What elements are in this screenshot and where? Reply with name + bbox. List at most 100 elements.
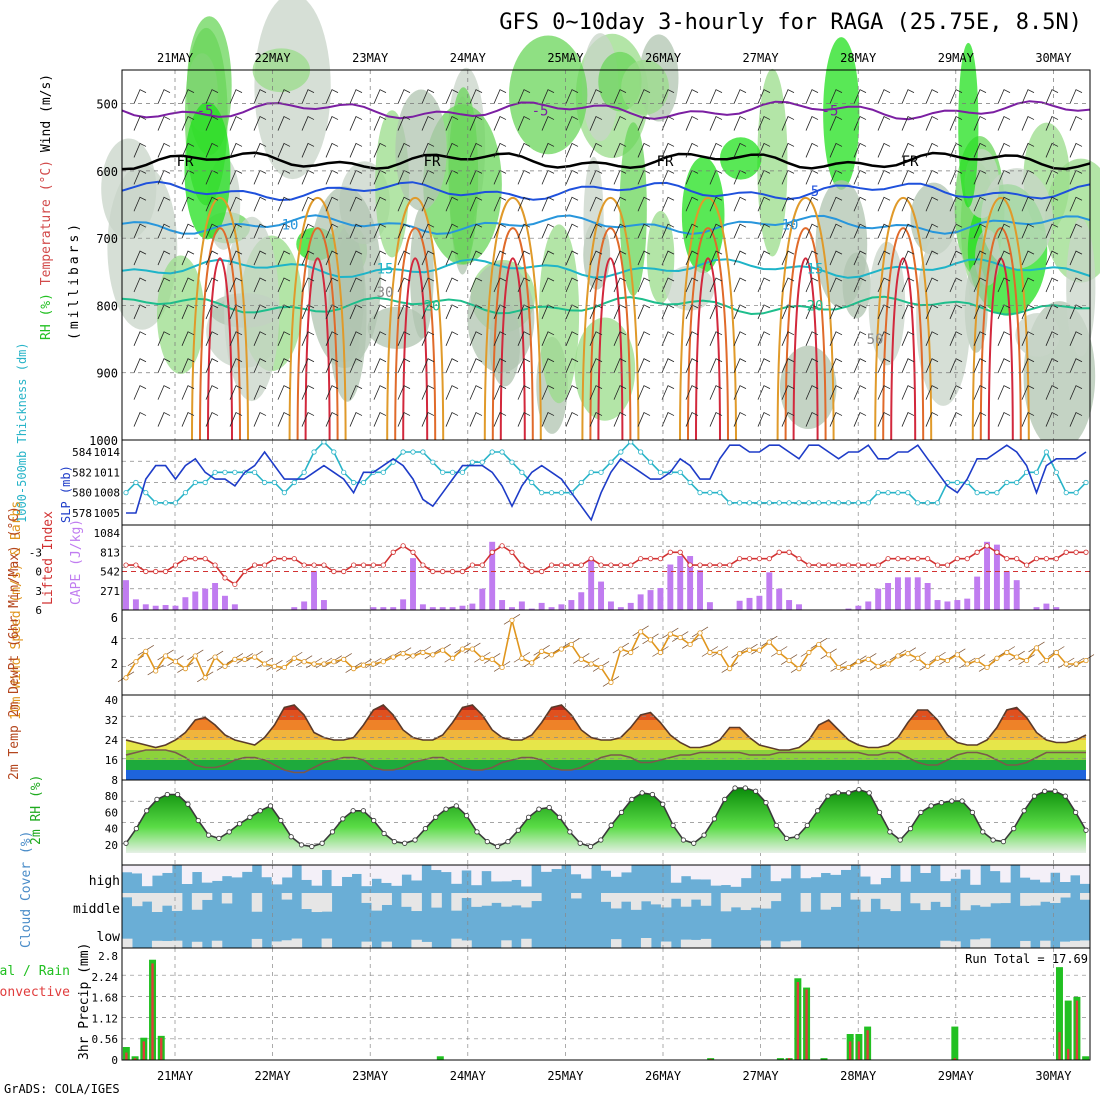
wind-barb [565, 142, 579, 158]
lifted-ylabel: Lifted Index [41, 511, 56, 605]
cloud-mid-gap [920, 893, 931, 911]
wind-barb [325, 385, 339, 400]
cloud-low-gap [980, 938, 991, 948]
cloud-mid-gap [321, 893, 333, 912]
wind-barb [277, 411, 291, 427]
rh-point [587, 843, 594, 850]
cape-bar [172, 605, 179, 610]
thickness-ylabel: 1000-500mb Thickness (dm) [15, 342, 29, 523]
surface-isotherm [499, 257, 526, 441]
x-tick-label-bottom: 25MAY [547, 1069, 584, 1083]
wind-barb [325, 196, 339, 212]
rh-area [184, 102, 231, 240]
slp-ylabel: SLP (mb) [59, 465, 73, 523]
wind-speed-point [608, 679, 614, 686]
cape-bar [974, 576, 981, 610]
wind-speed-point [964, 661, 970, 667]
thickness-point [271, 479, 278, 486]
thickness-point [400, 449, 406, 455]
wind-barb [517, 411, 531, 427]
wind-barb [661, 304, 675, 320]
cloud-high-gap [1070, 865, 1081, 876]
wind-barb [565, 277, 579, 293]
wind-barb [613, 277, 627, 293]
wind-barb [493, 250, 507, 266]
thickness-point [974, 490, 980, 496]
wind-barb [589, 304, 603, 320]
rh-point [371, 817, 377, 824]
wind-barb [445, 250, 459, 266]
lifted-index-point [321, 562, 327, 568]
wind-barb [541, 385, 555, 400]
lifted-index-point [578, 562, 584, 568]
wind-speed-point [1043, 657, 1050, 664]
rh-point [722, 796, 728, 802]
wind-barb [133, 411, 147, 427]
wind-barb [421, 411, 435, 427]
y-tick-label: 3 [35, 585, 42, 598]
thickness-point [816, 500, 822, 506]
wind-barb [445, 331, 459, 346]
wind-barb [445, 358, 459, 373]
contour-label: 5 [811, 184, 819, 200]
rh-point [1000, 839, 1007, 845]
rh-point [525, 814, 532, 820]
wind-barb [157, 331, 171, 346]
lifted-index-point [776, 549, 782, 555]
cape-bar [904, 577, 911, 610]
thickness-point [657, 469, 664, 475]
cape-bar [954, 600, 961, 610]
wind-barb [493, 169, 507, 185]
wind-barb [565, 358, 579, 373]
wind-barb [157, 358, 171, 373]
lifted-index-point [628, 562, 634, 568]
wind-barb [637, 142, 651, 158]
contour-label: FR [424, 154, 441, 170]
lifted-index-point [737, 556, 743, 562]
rh-point [856, 787, 862, 793]
cape-bar [419, 604, 426, 610]
wind-panel-bg [122, 610, 1090, 695]
rh-area [815, 180, 868, 308]
wind-barb [877, 142, 891, 158]
wind-barb [133, 142, 147, 158]
wind-barb [925, 89, 939, 104]
surface-isotherm [491, 227, 534, 441]
lifted-index-point [182, 556, 188, 562]
wind-barb [517, 358, 531, 373]
wind-barb [397, 250, 411, 266]
wind-barb [229, 385, 243, 400]
wind-barb [349, 89, 363, 104]
lifted-index-point [855, 562, 861, 568]
wind-barb [829, 411, 843, 427]
thickness-point [499, 449, 505, 455]
ylabel-part: RH (%) [39, 293, 54, 340]
cloud-mid-gap [860, 893, 871, 912]
cloud-high-gap [491, 865, 502, 882]
wind-barb [877, 196, 891, 212]
wind-speed-point [994, 655, 1000, 661]
cloud-mid-gap [610, 893, 622, 909]
cloud-high-gap [840, 865, 851, 870]
wind-barb [613, 250, 627, 266]
wind-barb [661, 385, 675, 400]
wind-barb [397, 411, 411, 427]
wind-barb [757, 169, 771, 185]
lifted-index-point [717, 562, 723, 568]
wind-barb [1021, 331, 1035, 346]
wind-barb [709, 89, 723, 104]
wind-barb [301, 358, 315, 373]
lifted-index-point [766, 556, 772, 562]
wind-barb [277, 89, 291, 104]
wind-barb [613, 169, 627, 185]
wind-barb [901, 115, 915, 131]
cloud-high-gap [411, 865, 422, 881]
wind-barb [949, 331, 963, 346]
wind-speed-point [865, 656, 871, 663]
cloud-mid-gap [161, 893, 173, 906]
cloud-mid-gap [481, 893, 492, 906]
wind-barb [157, 89, 171, 104]
cape-ylabel: CAPE (J/kg) [69, 519, 84, 605]
wind-speed-point [449, 655, 456, 661]
lifted-index-point [232, 581, 238, 587]
